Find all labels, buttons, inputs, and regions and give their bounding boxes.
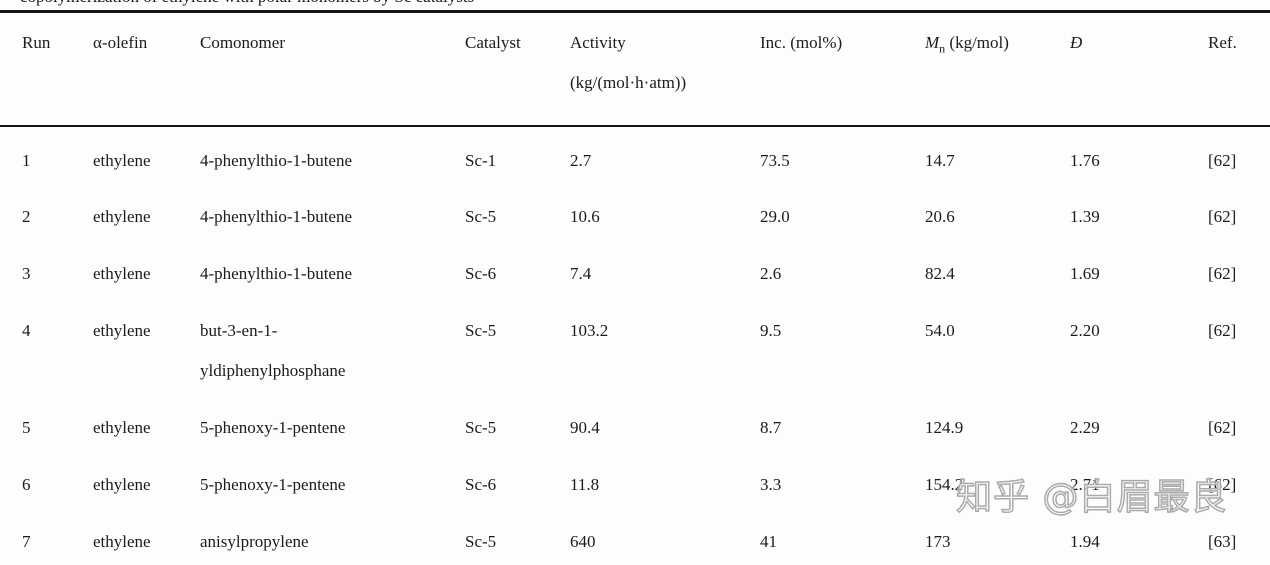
cell-activity: 11.8 — [570, 475, 600, 494]
table-row: 1 ethylene 4-phenylthio-1-butene Sc-1 2.… — [0, 126, 1270, 183]
clipped-table-caption: copolymerization of ethylene with polar … — [20, 0, 640, 7]
cell-comonomer: 4-phenylthio-1-butene — [200, 207, 353, 226]
cell-catalyst: Sc-5 — [465, 207, 497, 226]
header-activity-units: (kg/(mol·h·atm)) — [570, 73, 687, 92]
cell-ref: [62] — [1208, 207, 1237, 226]
header-row: Run α-olefin Comonomer Catalyst Activity… — [0, 11, 1270, 127]
cell-dispersity: 1.39 — [1070, 207, 1100, 226]
cell-incorporation: 3.3 — [760, 475, 782, 494]
cell-catalyst: Sc-5 — [465, 532, 497, 551]
header-run: Run — [22, 33, 51, 52]
cell-dispersity: 1.76 — [1070, 151, 1100, 170]
cell-activity: 2.7 — [570, 151, 592, 170]
mn-symbol: M — [925, 33, 940, 52]
cell-mn: 20.6 — [925, 207, 955, 226]
cell-ref: [62] — [1208, 151, 1237, 170]
zhihu-watermark: 知乎 @白眉最良 — [955, 476, 1228, 519]
cell-mn: 124.9 — [925, 418, 964, 437]
cell-incorporation: 8.7 — [760, 418, 782, 437]
cell-activity: 640 — [570, 532, 596, 551]
table-row: 4 ethylene but-3-en-1- yldiphenylphospha… — [0, 297, 1270, 394]
cell-mn: 14.7 — [925, 151, 955, 170]
cell-alpha-olefin: ethylene — [93, 207, 151, 226]
cell-dispersity: 2.71 — [1070, 475, 1100, 494]
header-comonomer: Comonomer — [200, 33, 285, 52]
table-row: 2 ethylene 4-phenylthio-1-butene Sc-5 10… — [0, 183, 1270, 240]
cell-comonomer: but-3-en-1- yldiphenylphosphane — [200, 321, 346, 380]
cell-mn: 82.4 — [925, 264, 955, 283]
cell-incorporation: 2.6 — [760, 264, 782, 283]
cell-comonomer: 4-phenylthio-1-butene — [200, 151, 353, 170]
cell-dispersity: 2.29 — [1070, 418, 1100, 437]
caption-text: copolymerization of ethylene with polar … — [20, 0, 640, 7]
cell-run: 5 — [22, 418, 31, 437]
table-row: 5 ethylene 5-phenoxy-1-pentene Sc-5 90.4… — [0, 394, 1270, 451]
cell-comonomer: 5-phenoxy-1-pentene — [200, 418, 346, 437]
cell-catalyst: Sc-5 — [465, 321, 497, 340]
cell-alpha-olefin: ethylene — [93, 418, 151, 437]
cell-incorporation: 41 — [760, 532, 777, 551]
cell-activity: 7.4 — [570, 264, 592, 283]
cell-incorporation: 9.5 — [760, 321, 782, 340]
table-row: 3 ethylene 4-phenylthio-1-butene Sc-6 7.… — [0, 240, 1270, 297]
cell-run: 1 — [22, 151, 31, 170]
cell-run: 4 — [22, 321, 31, 340]
cell-alpha-olefin: ethylene — [93, 475, 151, 494]
header-ref: Ref. — [1208, 33, 1237, 52]
cell-incorporation: 73.5 — [760, 151, 790, 170]
cell-run: 2 — [22, 207, 31, 226]
table-row: 6 ethylene 5-phenoxy-1-pentene Sc-6 11.8… — [0, 451, 1270, 508]
header-catalyst: Catalyst — [465, 33, 521, 52]
cell-incorporation: 29.0 — [760, 207, 790, 226]
header-dispersity: Đ — [1070, 33, 1083, 52]
header-incorporation: Inc. (mol%) — [760, 33, 843, 52]
cell-run: 3 — [22, 264, 31, 283]
cell-catalyst: Sc-5 — [465, 418, 497, 437]
cell-mn: 54.0 — [925, 321, 955, 340]
cell-activity: 90.4 — [570, 418, 600, 437]
cell-catalyst: Sc-6 — [465, 475, 497, 494]
mn-unit: (kg/mol) — [945, 33, 1009, 52]
cell-alpha-olefin: ethylene — [93, 264, 151, 283]
header-activity: Activity (kg/(mol·h·atm)) — [570, 12, 760, 127]
mn-subscript: n — [939, 41, 946, 56]
cell-dispersity: 2.20 — [1070, 321, 1100, 340]
cell-activity: 10.6 — [570, 207, 600, 226]
cell-ref: [62] — [1208, 418, 1237, 437]
cell-run: 7 — [22, 532, 31, 551]
paper-table-page: copolymerization of ethylene with polar … — [0, 0, 1270, 551]
cell-alpha-olefin: ethylene — [93, 321, 151, 340]
cell-alpha-olefin: ethylene — [93, 532, 151, 551]
cell-catalyst: Sc-6 — [465, 264, 497, 283]
header-activity-line1: Activity — [570, 33, 626, 52]
header-mn: Mn (kg/mol) — [925, 12, 1070, 127]
cell-ref: [62] — [1208, 264, 1237, 283]
cell-comonomer: 5-phenoxy-1-pentene — [200, 475, 346, 494]
cell-run: 6 — [22, 475, 31, 494]
cell-ref: [62] — [1208, 321, 1237, 340]
cell-catalyst: Sc-1 — [465, 151, 497, 170]
cell-activity: 103.2 — [570, 321, 609, 340]
cell-comonomer: anisylpropylene — [200, 532, 309, 551]
cell-dispersity: 1.69 — [1070, 264, 1100, 283]
cell-mn: 154.2 — [925, 475, 964, 494]
cell-alpha-olefin: ethylene — [93, 151, 151, 170]
cell-ref: [62] — [1208, 475, 1237, 494]
header-alpha-olefin: α-olefin — [93, 33, 148, 52]
cell-comonomer: 4-phenylthio-1-butene — [200, 264, 353, 283]
